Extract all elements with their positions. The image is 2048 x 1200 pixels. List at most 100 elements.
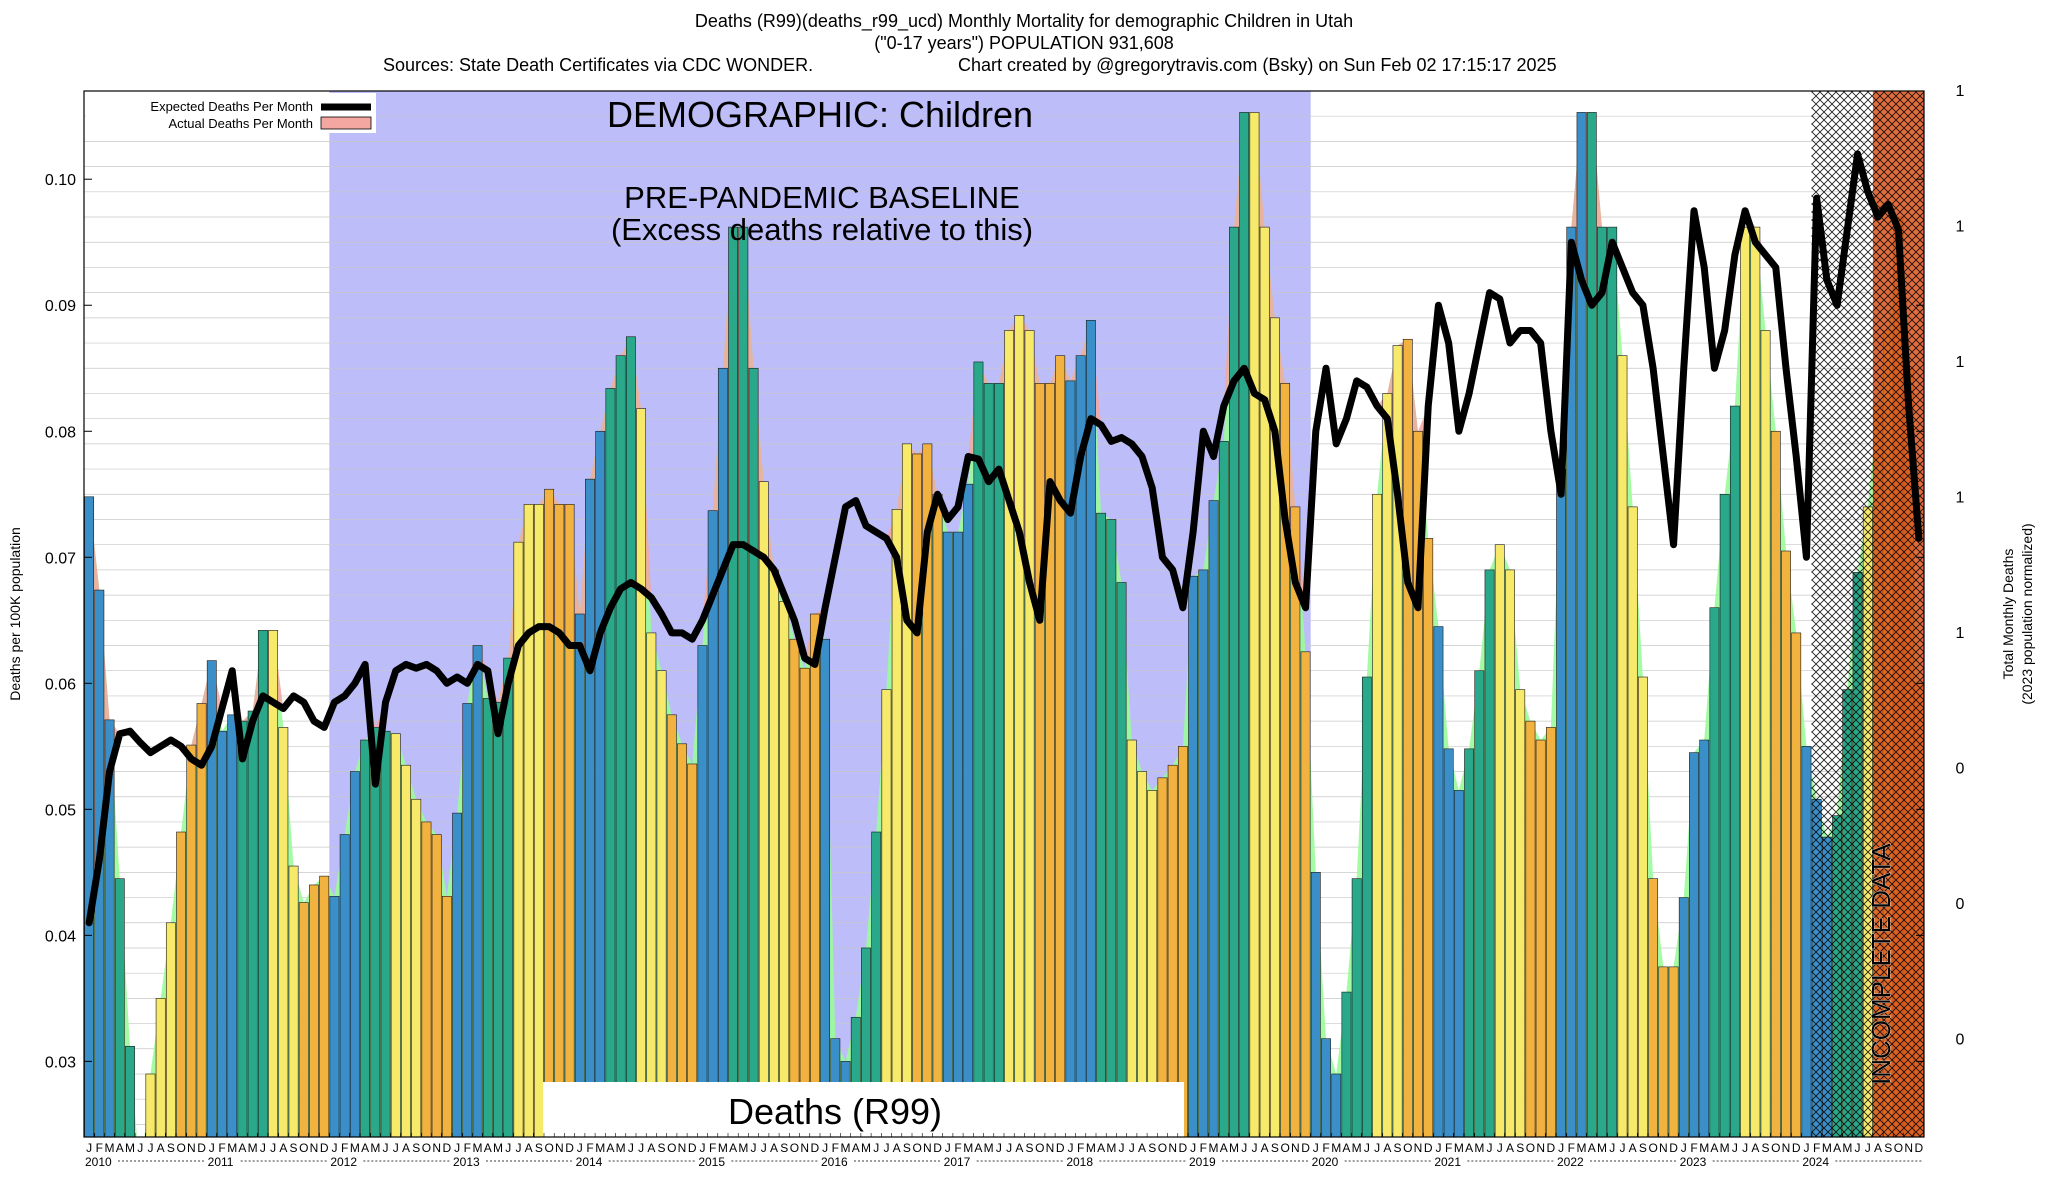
x-month-label: D	[1547, 1141, 1556, 1155]
x-year-label: 2011	[208, 1155, 234, 1169]
x-month-label: D	[197, 1141, 206, 1155]
y-tick-label: 0.06	[45, 676, 76, 693]
data-bar	[993, 383, 1004, 1137]
data-bar	[1525, 720, 1536, 1137]
x-month-label: D	[1792, 1141, 1801, 1155]
x-month-label: J	[1609, 1141, 1615, 1155]
data-bar	[1321, 1038, 1331, 1137]
data-bar	[1750, 226, 1761, 1137]
data-bar	[1699, 739, 1710, 1137]
data-bar	[533, 504, 544, 1137]
x-month-label: J	[1364, 1141, 1370, 1155]
x-month-label: N	[678, 1141, 687, 1155]
x-month-label: M	[595, 1141, 605, 1155]
data-bar	[1709, 607, 1720, 1137]
x-month-label: N	[555, 1141, 564, 1155]
x-month-label: J	[1558, 1141, 1564, 1155]
x-month-label: M	[1577, 1141, 1587, 1155]
data-bar	[1331, 1073, 1342, 1137]
x-month-label: A	[238, 1141, 246, 1155]
data-bar	[1729, 405, 1740, 1137]
x-month-label: S	[412, 1141, 420, 1155]
x-month-label: J	[1190, 1141, 1196, 1155]
data-bar	[912, 453, 923, 1137]
x-month-label: D	[1301, 1141, 1310, 1155]
x-month-label: J	[1497, 1141, 1503, 1155]
x-month-label: S	[167, 1141, 175, 1155]
data-bar	[145, 1073, 156, 1137]
data-bar	[1177, 746, 1188, 1137]
x-month-label: F	[954, 1141, 961, 1155]
data-bar	[206, 660, 217, 1137]
data-bar	[503, 657, 514, 1137]
x-month-label: O	[667, 1141, 676, 1155]
x-month-label: A	[402, 1141, 410, 1155]
data-bar	[1106, 519, 1117, 1137]
data-bar	[196, 703, 207, 1137]
x-month-label: J	[638, 1141, 644, 1155]
data-bar	[1361, 676, 1372, 1137]
x-month-label: J	[628, 1141, 634, 1155]
data-bar	[1269, 317, 1280, 1137]
chart-source: Sources: State Death Certificates via CD…	[383, 55, 814, 75]
y2-axis-title-line1: Total Monthly Deaths	[2000, 549, 2016, 680]
data-bar	[370, 727, 381, 1137]
x-month-label: J	[260, 1141, 266, 1155]
x-month-label: J	[454, 1141, 460, 1155]
data-bar	[861, 947, 871, 1137]
x-month-label: A	[525, 1141, 533, 1155]
baseline-label-line1: PRE-PANDEMIC BASELINE	[624, 180, 1020, 215]
data-bar	[881, 689, 892, 1137]
x-month-label: D	[1056, 1141, 1065, 1155]
x-month-label: A	[852, 1141, 860, 1155]
data-bar	[1259, 226, 1270, 1137]
data-bar	[615, 355, 626, 1137]
data-bar	[1801, 746, 1812, 1137]
data-bar	[1024, 330, 1035, 1137]
x-month-label: O	[912, 1141, 921, 1155]
x-month-label: O	[1894, 1141, 1903, 1155]
x-month-label: F	[1322, 1141, 1329, 1155]
x-year-label: 2013	[453, 1155, 480, 1169]
x-year-label: 2024	[1802, 1155, 1829, 1169]
data-bar	[544, 488, 555, 1137]
data-bar	[1351, 878, 1362, 1137]
x-month-label: N	[1782, 1141, 1791, 1155]
x-month-label: J	[331, 1141, 337, 1155]
data-bar	[1423, 538, 1434, 1137]
data-bar	[554, 504, 565, 1137]
data-bar	[1096, 512, 1107, 1137]
data-bar	[1474, 670, 1485, 1137]
x-month-label: D	[565, 1141, 574, 1155]
x-month-label: M	[1699, 1141, 1709, 1155]
data-bar	[1658, 966, 1669, 1137]
chart-credit: Chart created by @gregorytravis.com (Bsk…	[958, 55, 1557, 75]
data-bar	[1576, 112, 1587, 1137]
x-month-label: A	[729, 1141, 737, 1155]
x-year-label: 2016	[821, 1155, 848, 1169]
x-month-label: J	[209, 1141, 215, 1155]
x-month-label: O	[790, 1141, 799, 1155]
x-month-label: M	[963, 1141, 973, 1155]
x-month-label: J	[270, 1141, 276, 1155]
data-bar	[1034, 383, 1045, 1137]
x-month-label: J	[1487, 1141, 1493, 1155]
x-month-label: D	[443, 1141, 452, 1155]
x-month-label: J	[945, 1141, 951, 1155]
data-bar	[104, 719, 115, 1137]
data-bar	[309, 884, 319, 1137]
x-month-label: J	[1241, 1141, 1247, 1155]
data-bar	[1402, 338, 1413, 1137]
x-month-label: A	[1383, 1141, 1391, 1155]
chart-title-line2: ("0-17 years") POPULATION 931,608	[874, 33, 1174, 53]
x-month-label: J	[1067, 1141, 1073, 1155]
x-month-label: A	[1629, 1141, 1637, 1155]
x-month-label: D	[1179, 1141, 1188, 1155]
data-bar	[625, 336, 636, 1137]
x-month-label: J	[1435, 1141, 1441, 1155]
y2-tick-label: 0	[1956, 896, 1965, 913]
data-bar	[738, 226, 749, 1137]
data-bar	[1126, 739, 1137, 1137]
data-bar	[953, 531, 963, 1137]
x-month-label: N	[800, 1141, 809, 1155]
